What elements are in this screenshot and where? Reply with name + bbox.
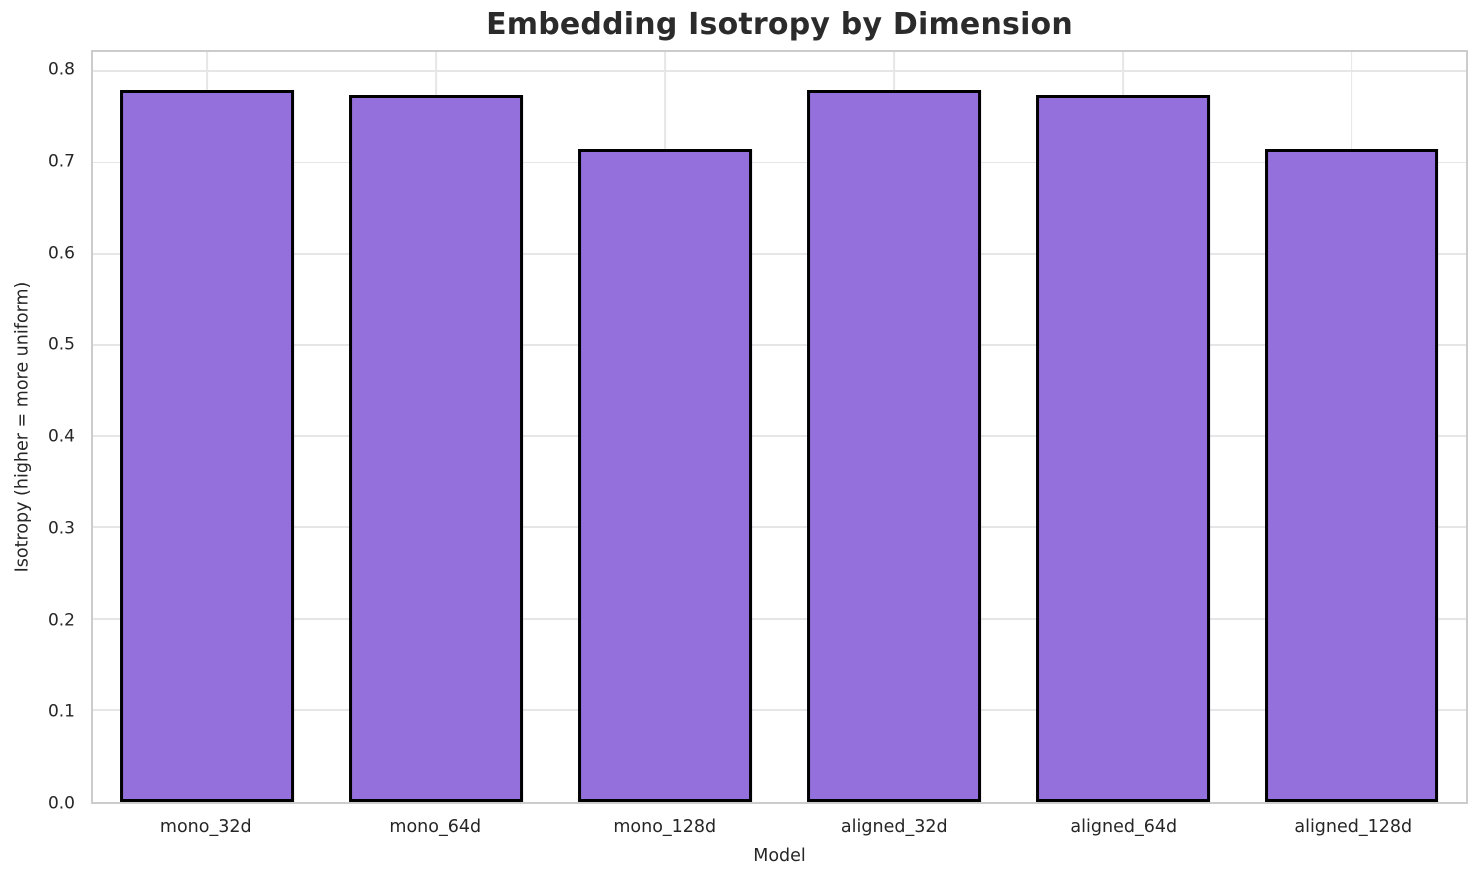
x-tick-label: aligned_32d — [840, 817, 948, 837]
h-gridline — [93, 70, 1466, 73]
x-tick-labels: mono_32d mono_64d mono_128d aligned_32d alig… — [91, 804, 1468, 844]
y-tick-label: 0.2 — [47, 610, 75, 631]
x-axis-label: Model — [753, 846, 806, 866]
h-gridline — [93, 435, 1466, 438]
bar-mono_64d — [349, 94, 524, 802]
y-tick-labels: 0.0 0.1 0.2 0.3 0.4 0.5 0.6 0.7 0.8 — [0, 50, 83, 812]
bar-mono_128d — [578, 148, 753, 802]
plot-area — [91, 50, 1468, 804]
h-gridline — [93, 252, 1466, 255]
y-tick-label: 0.4 — [47, 426, 75, 447]
x-tick-label: aligned_128d — [1294, 817, 1413, 837]
bar-mono_32d — [120, 90, 295, 802]
h-gridline — [93, 708, 1466, 711]
y-tick-label: 0.5 — [47, 334, 75, 355]
x-tick-label: mono_128d — [613, 817, 717, 837]
y-tick-label: 0.1 — [47, 701, 75, 722]
bar-aligned_128d — [1264, 148, 1439, 802]
x-tick-label: mono_32d — [159, 817, 252, 837]
y-tick-label: 0.7 — [47, 151, 75, 172]
y-tick-label: 0.6 — [47, 243, 75, 264]
bar-aligned_64d — [1035, 94, 1210, 802]
bar-aligned_32d — [806, 90, 981, 802]
y-tick-label: 0.3 — [47, 518, 75, 539]
h-gridline — [93, 161, 1466, 164]
x-tick-label: aligned_64d — [1070, 817, 1178, 837]
chart-title: Embedding Isotropy by Dimension — [486, 7, 1073, 42]
x-tick-label: mono_64d — [389, 817, 482, 837]
h-gridline — [93, 617, 1466, 620]
h-gridline — [93, 344, 1466, 346]
y-tick-label: 0.8 — [47, 59, 75, 80]
y-tick-label: 0.0 — [47, 793, 75, 814]
h-gridline — [93, 526, 1466, 529]
